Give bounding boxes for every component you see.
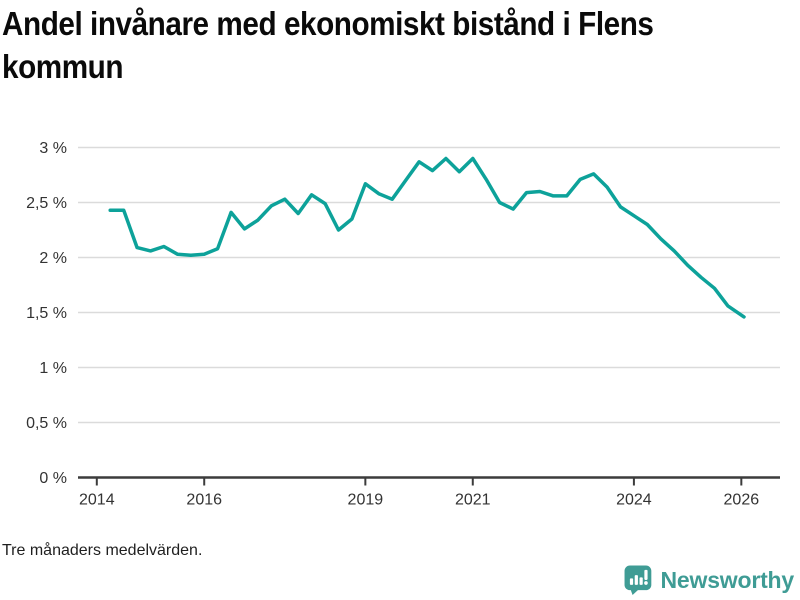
x-axis-tick-label: 2016 [186,492,222,509]
x-axis-tick-label: 2014 [79,492,115,509]
y-axis-tick-label: 1 % [39,360,67,377]
chart-title: Andel invånare med ekonomiskt bistånd i … [2,2,794,88]
y-axis-tick-label: 3 % [39,140,67,157]
chart-footnote: Tre månaders medelvärden. [2,542,203,559]
x-axis-tick-label: 2021 [455,492,491,509]
y-axis-tick-label: 2 % [39,250,67,267]
y-axis-tick-label: 2,5 % [26,195,67,212]
chart-title-line2: kommun [2,48,124,85]
newsworthy-logo-icon [624,565,651,595]
y-axis-tick-label: 0 % [39,470,67,487]
x-axis-tick-label: 2019 [348,492,384,509]
y-axis-tick-label: 0,5 % [26,415,67,432]
x-axis-tick-label: 2024 [616,492,652,509]
data-line [108,156,746,319]
newsworthy-logo[interactable]: Newsworthy [624,565,794,595]
x-axis-tick-label: 2026 [724,492,760,509]
newsworthy-brand-name: Newsworthy [660,566,795,593]
chart-title-line1: Andel invånare med ekonomiskt bistånd i … [2,5,654,42]
y-axis-tick-label: 1,5 % [26,305,67,322]
